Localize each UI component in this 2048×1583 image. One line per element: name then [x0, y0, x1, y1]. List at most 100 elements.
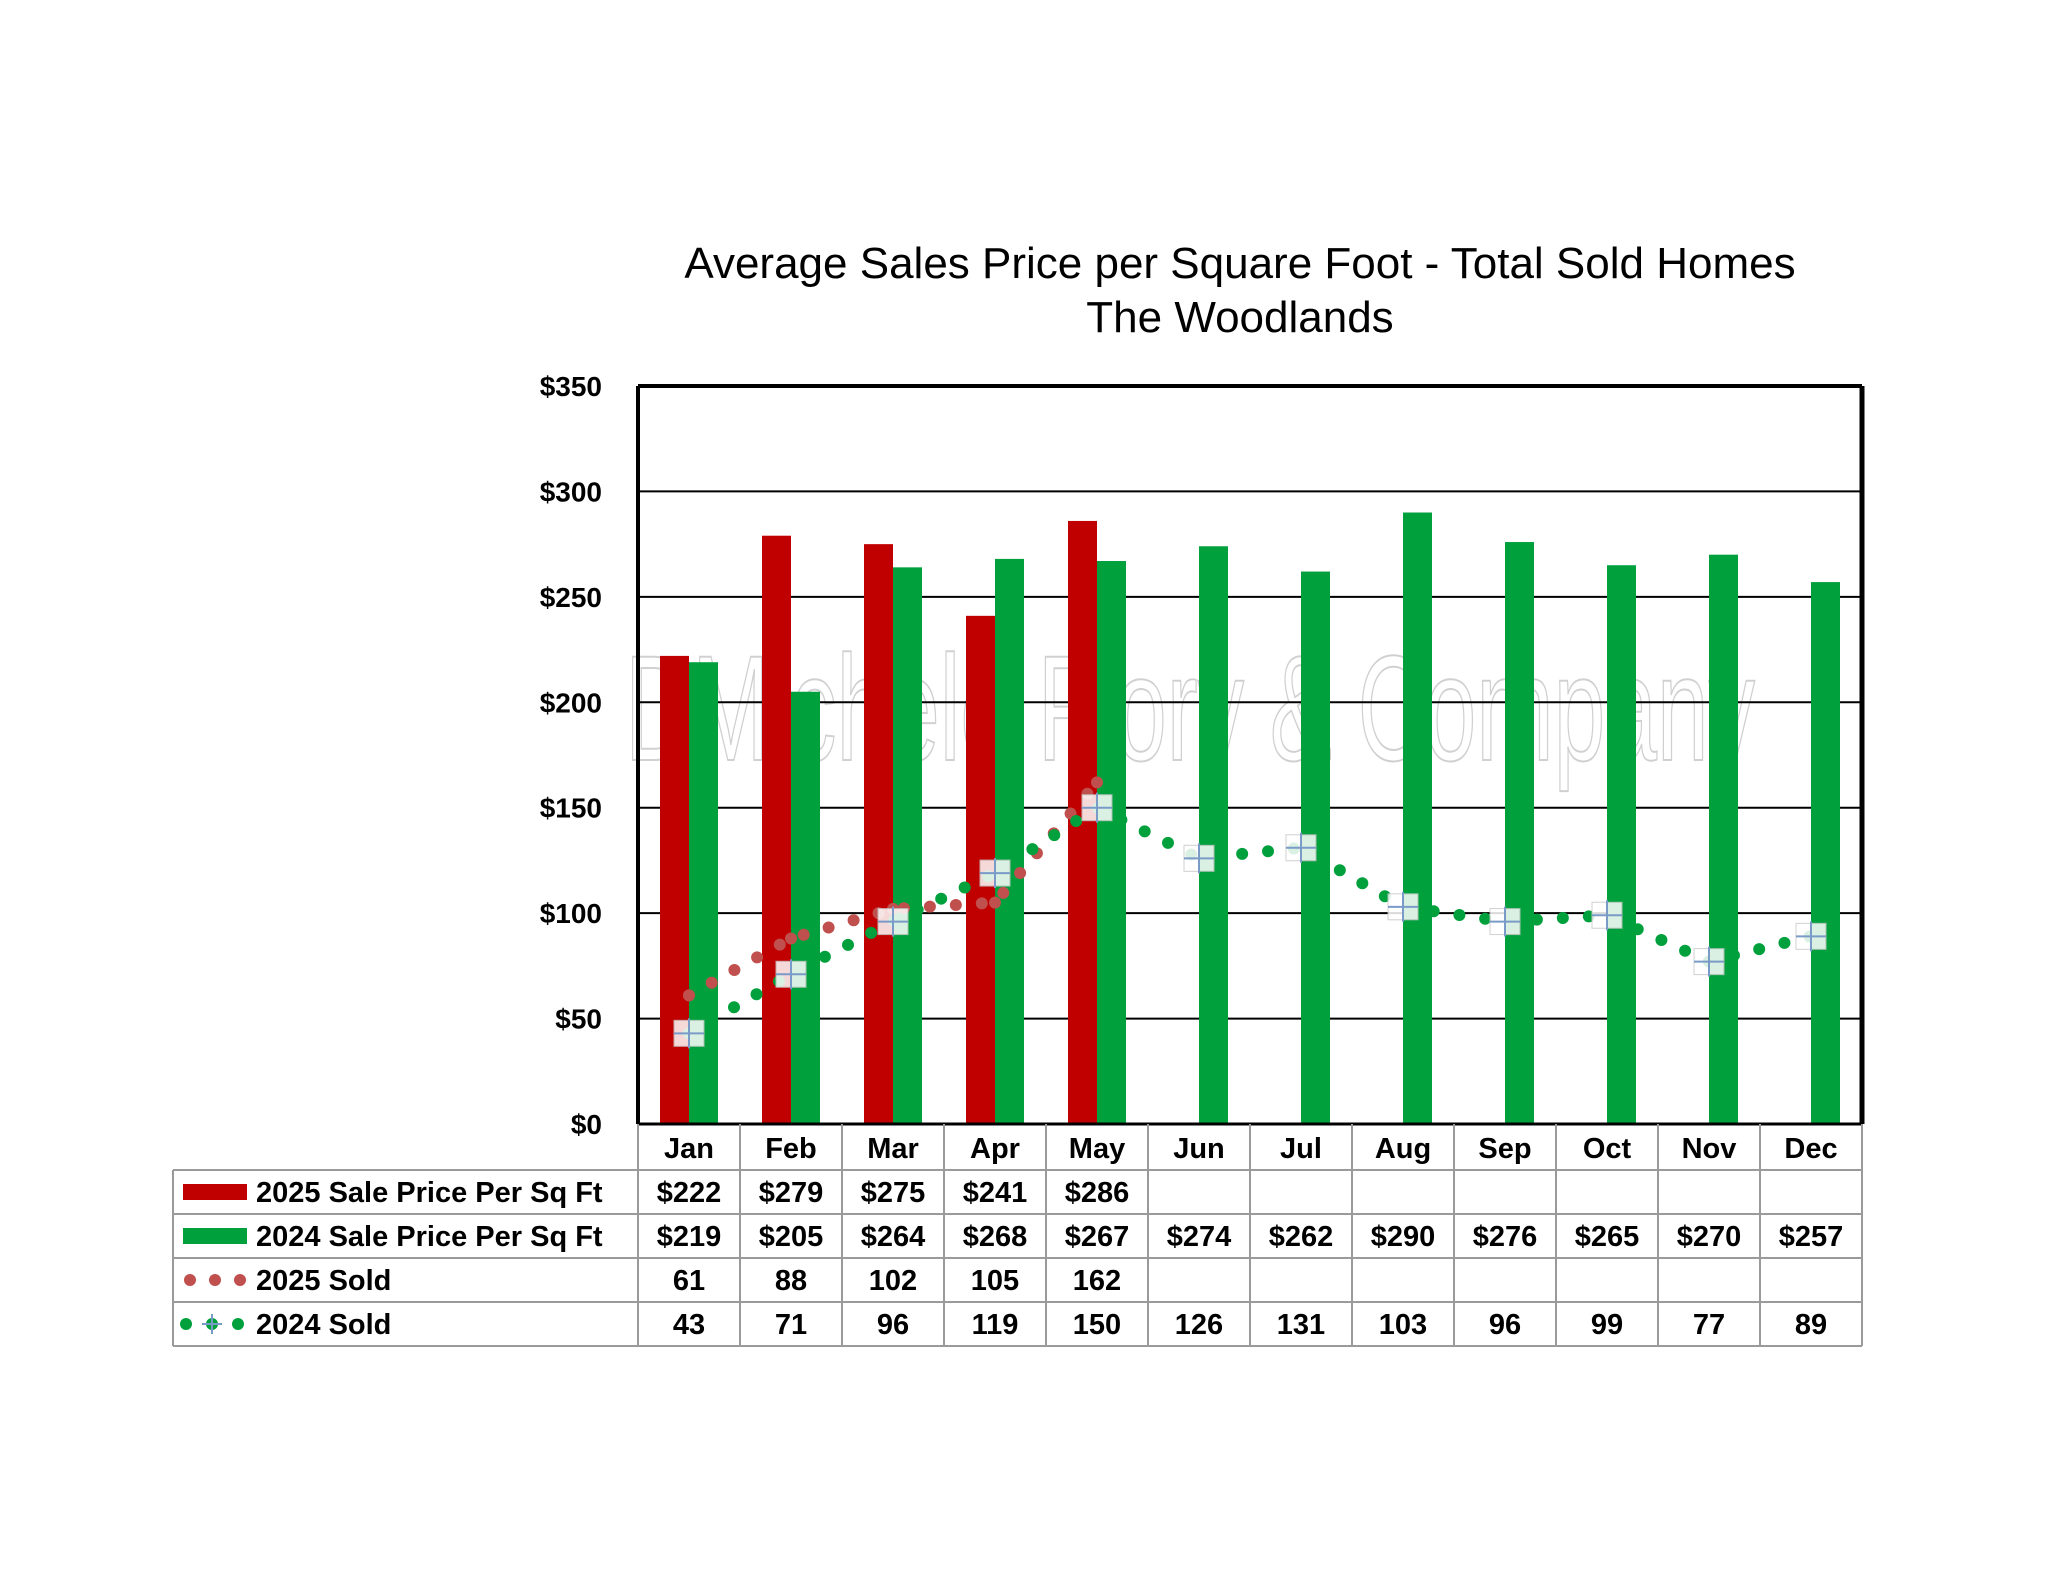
legend-dot: [184, 1274, 196, 1286]
point-2025-sold: [785, 932, 797, 945]
data-label: $267: [1065, 1221, 1130, 1253]
y-tick-label: $350: [540, 371, 602, 402]
x-tick-label: May: [1069, 1133, 1125, 1165]
data-label: 99: [1591, 1309, 1623, 1341]
data-label: 89: [1795, 1309, 1827, 1341]
data-label: 126: [1175, 1309, 1223, 1341]
point-2024-sold: [979, 858, 1011, 889]
data-label: 96: [1489, 1309, 1521, 1341]
point-2024-sold: [1081, 792, 1113, 823]
data-label: 150: [1073, 1309, 1121, 1341]
y-tick-label: $0: [571, 1109, 602, 1140]
point-2024-sold: [1183, 843, 1215, 874]
y-tick-label: $250: [540, 582, 602, 613]
y-tick-label: $150: [540, 793, 602, 824]
data-label: 103: [1379, 1309, 1427, 1341]
data-label: $274: [1167, 1221, 1232, 1253]
bar-2024-apr: [995, 558, 1024, 1124]
data-label: 61: [673, 1265, 705, 1297]
bar-2024-aug: [1403, 512, 1432, 1124]
legend-key: [184, 1274, 246, 1286]
bar-2024-dec: [1811, 582, 1840, 1124]
bar-2024-may: [1097, 561, 1126, 1124]
point-2025-sold: [989, 896, 1001, 909]
data-label: 131: [1277, 1309, 1325, 1341]
legend-label: 2025 Sold: [256, 1265, 391, 1297]
bar-2025-feb: [762, 535, 791, 1124]
y-tick-label: $200: [540, 687, 602, 718]
data-label: $222: [657, 1177, 722, 1209]
bar-2024-mar: [893, 567, 922, 1124]
point-2025-sold: [683, 989, 695, 1002]
point-2024-sold: [775, 959, 807, 990]
x-tick-label: Jun: [1173, 1133, 1225, 1165]
legend-key: [183, 1184, 247, 1200]
gridlines: [638, 385, 1862, 1020]
point-2025-sold: [1091, 776, 1103, 789]
y-tick-label: $100: [540, 898, 602, 929]
bar-2024-nov: [1709, 554, 1738, 1124]
x-tick-label: Feb: [765, 1133, 817, 1165]
point-dot: [1091, 776, 1103, 789]
point-2024-sold: [1285, 832, 1317, 863]
legend-key: [183, 1228, 247, 1244]
point-2024-sold: [877, 906, 909, 937]
x-tick-label: Apr: [970, 1133, 1020, 1165]
data-label: $279: [759, 1177, 824, 1209]
legend-swatch: [183, 1228, 247, 1244]
line-2025-sold: [683, 776, 1103, 1002]
x-tick-label: Jul: [1280, 1133, 1322, 1165]
data-label: 96: [877, 1309, 909, 1341]
legend-label: 2024 Sale Price Per Sq Ft: [256, 1221, 603, 1253]
data-label: $262: [1269, 1221, 1334, 1253]
data-label: $241: [963, 1177, 1028, 1209]
x-tick-label: Jan: [664, 1133, 714, 1165]
x-tick-label: Aug: [1375, 1133, 1431, 1165]
data-label: $205: [759, 1221, 824, 1253]
bars: [660, 512, 1840, 1124]
data-label: $290: [1371, 1221, 1436, 1253]
x-tick-label: Dec: [1784, 1133, 1837, 1165]
y-tick-label: $50: [555, 1004, 602, 1035]
point-2024-sold: [673, 1018, 705, 1049]
x-tick-label: Nov: [1682, 1133, 1737, 1165]
point-2024-sold: [1795, 921, 1827, 952]
x-tick-label: Oct: [1583, 1133, 1632, 1165]
y-tick-label: $300: [540, 476, 602, 507]
point-2024-sold: [1387, 891, 1419, 922]
chart-subtitle: The Woodlands: [1086, 293, 1393, 342]
bar-2025-jan: [660, 655, 689, 1124]
legend-label: 2024 Sold: [256, 1309, 391, 1341]
data-label: 162: [1073, 1265, 1121, 1297]
data-label: 119: [972, 1309, 1019, 1341]
legend-dot: [180, 1318, 192, 1330]
legend-dot: [232, 1318, 244, 1330]
data-label: $257: [1779, 1221, 1844, 1253]
bar-2024-jan: [689, 662, 718, 1124]
data-label: $270: [1677, 1221, 1742, 1253]
legend-dot: [209, 1274, 221, 1286]
line-2024-sold: [683, 800, 1817, 1040]
legend-key: [180, 1314, 244, 1334]
chart-title: Average Sales Price per Square Foot - To…: [684, 239, 1795, 288]
point-2024-sold: [1591, 900, 1623, 931]
data-label: 71: [775, 1309, 807, 1341]
bar-2024-sep: [1505, 542, 1534, 1124]
data-label: $286: [1065, 1177, 1130, 1209]
data-label: 88: [775, 1265, 807, 1297]
data-label: 43: [673, 1309, 705, 1341]
legend-label: 2025 Sale Price Per Sq Ft: [256, 1177, 603, 1209]
legend-swatch: [183, 1184, 247, 1200]
point-2024-sold: [1693, 946, 1725, 977]
point-dot: [785, 932, 797, 945]
data-label: $219: [657, 1221, 722, 1253]
data-label: 105: [971, 1265, 1019, 1297]
data-label: $276: [1473, 1221, 1538, 1253]
point-dot: [989, 896, 1001, 909]
sold-lines: [673, 776, 1827, 1049]
data-label: $275: [861, 1177, 926, 1209]
data-label: 77: [1693, 1309, 1725, 1341]
data-label: $268: [963, 1221, 1028, 1253]
x-tick-label: Mar: [867, 1133, 919, 1165]
